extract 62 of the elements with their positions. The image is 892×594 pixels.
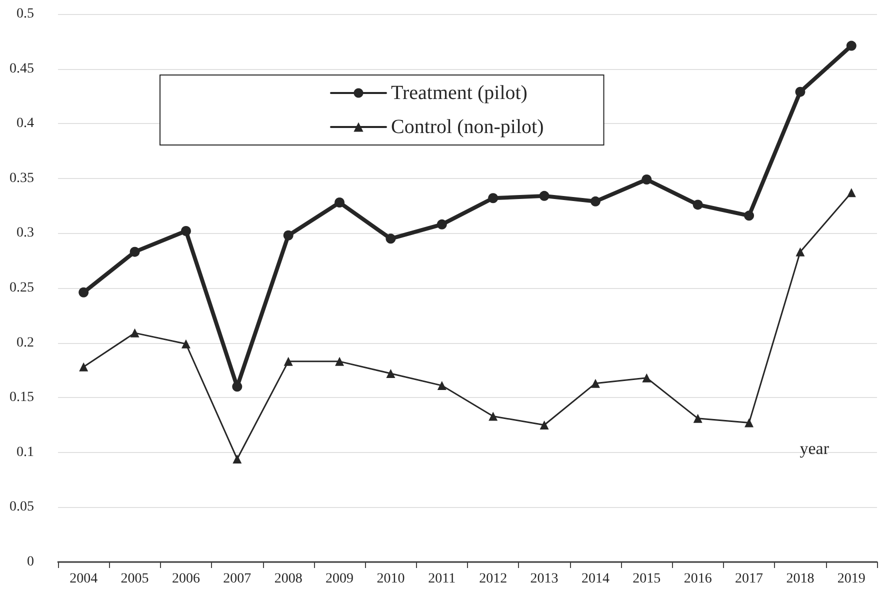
y-tick-label: 0.1 bbox=[16, 444, 34, 460]
point bbox=[232, 382, 242, 392]
point bbox=[744, 210, 754, 221]
y-tick-label: 0.5 bbox=[16, 6, 34, 22]
x-tick-label: 2004 bbox=[70, 572, 98, 586]
x-tick-label: 2005 bbox=[120, 572, 149, 586]
point bbox=[692, 200, 703, 210]
x-tick-label: 2015 bbox=[632, 572, 661, 586]
point bbox=[539, 190, 550, 201]
y-tick-label: 0.45 bbox=[10, 61, 34, 76]
y-tick-label: 0.35 bbox=[10, 170, 34, 186]
x-tick-label: 2012 bbox=[479, 572, 508, 586]
y-tick-label: 0.05 bbox=[10, 500, 34, 515]
point bbox=[232, 454, 242, 464]
x-tick-label: 2008 bbox=[274, 572, 302, 586]
point bbox=[540, 420, 549, 430]
point bbox=[642, 174, 652, 184]
legend-label: Treatment (pilot) bbox=[391, 82, 528, 104]
x-tick-label: 2014 bbox=[581, 572, 610, 586]
point bbox=[284, 356, 293, 366]
x-tick-label: 2010 bbox=[376, 572, 405, 586]
y-tick-label: 0 bbox=[27, 554, 34, 570]
x-tick-label: 2007 bbox=[223, 572, 252, 586]
point bbox=[488, 193, 498, 204]
x-tick-label: 2009 bbox=[326, 572, 354, 586]
y-tick-label: 0.25 bbox=[10, 280, 34, 296]
point bbox=[693, 414, 702, 423]
point bbox=[130, 246, 140, 257]
x-tick-label: 2013 bbox=[530, 572, 558, 586]
point bbox=[78, 287, 89, 298]
y-tick-label: 0.15 bbox=[10, 390, 34, 406]
point bbox=[386, 368, 396, 378]
point bbox=[590, 378, 600, 388]
x-tick-label: 2006 bbox=[172, 572, 200, 586]
point bbox=[79, 362, 88, 372]
y-tick-label: 0.2 bbox=[16, 335, 34, 350]
point bbox=[437, 381, 446, 390]
point bbox=[180, 226, 191, 236]
point bbox=[795, 86, 806, 97]
y-tick-label: 0.3 bbox=[16, 226, 34, 241]
point bbox=[334, 198, 345, 208]
legend-label: Control (non-pilot) bbox=[391, 116, 544, 138]
point bbox=[744, 418, 754, 428]
x-tick-label: 2019 bbox=[837, 572, 866, 586]
point bbox=[846, 188, 856, 198]
point bbox=[386, 234, 396, 244]
point bbox=[488, 412, 498, 421]
point bbox=[335, 356, 344, 366]
x-tick-label: 2016 bbox=[684, 572, 712, 586]
point bbox=[130, 328, 140, 338]
point bbox=[181, 339, 190, 348]
point bbox=[796, 247, 805, 256]
point bbox=[642, 373, 652, 382]
x-tick-label: 2017 bbox=[735, 572, 764, 586]
point bbox=[436, 219, 447, 230]
point bbox=[590, 196, 600, 206]
point bbox=[846, 40, 856, 51]
x-tick-label: 2018 bbox=[786, 572, 814, 586]
point bbox=[283, 230, 294, 240]
x-axis-title: year bbox=[800, 439, 830, 458]
y-tick-label: 0.4 bbox=[16, 116, 34, 132]
x-tick-label: 2011 bbox=[428, 572, 456, 586]
